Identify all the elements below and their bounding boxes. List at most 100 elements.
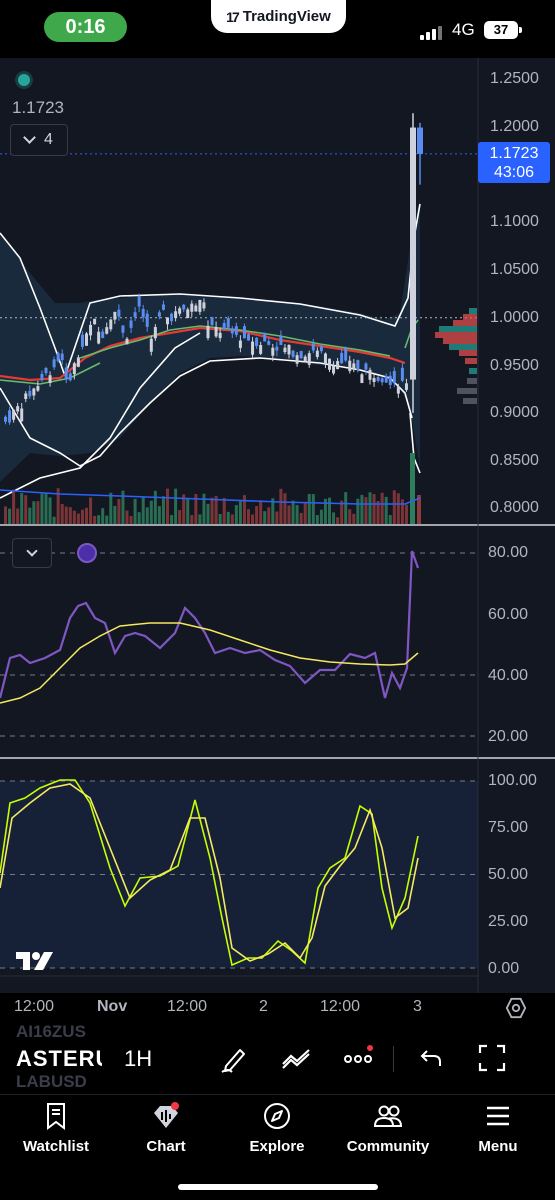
volume-bar <box>174 488 178 524</box>
fullscreen-icon[interactable] <box>476 1042 508 1074</box>
candle-body <box>218 332 222 339</box>
candle-body <box>303 356 307 362</box>
volume-bar <box>238 501 242 524</box>
volume-bar <box>20 493 24 524</box>
more-options-icon[interactable] <box>342 1042 374 1074</box>
nav-watchlist[interactable]: Watchlist <box>6 1101 106 1155</box>
candle-body <box>64 367 68 380</box>
candle-body <box>4 416 7 422</box>
price-axis-label: 0.9500 <box>490 357 539 374</box>
candle-body <box>206 325 210 339</box>
volume-bar <box>295 505 299 524</box>
nav-community[interactable]: Community <box>338 1101 438 1155</box>
candle-body <box>56 353 60 362</box>
volume-bar <box>283 493 287 524</box>
volume-bar <box>364 497 368 524</box>
candle-body <box>275 346 279 351</box>
volume-bar <box>190 515 194 524</box>
volume-bar <box>267 507 271 524</box>
interval-button[interactable]: 1H <box>124 1046 153 1071</box>
nav-chart[interactable]: Chart <box>116 1101 216 1155</box>
candle-body <box>190 303 194 312</box>
undo-icon[interactable] <box>414 1042 446 1074</box>
rsi-pane-collapse-button[interactable] <box>12 538 52 568</box>
volume-profile-bar <box>439 326 477 332</box>
candle-body <box>352 363 356 369</box>
next-symbol[interactable]: LABUSD <box>16 1072 87 1091</box>
candle-body <box>125 338 129 345</box>
volume-bar <box>410 453 415 524</box>
candle-body <box>186 309 190 319</box>
battery-tip <box>519 27 522 33</box>
bookmark-icon <box>47 1103 65 1130</box>
volume-bar <box>392 490 396 524</box>
volume-bar <box>117 499 121 524</box>
candle-body <box>76 357 80 367</box>
volume-bar <box>344 492 348 524</box>
volume-bar <box>4 506 7 524</box>
status-time[interactable]: 0:16 <box>44 12 127 42</box>
candle-body <box>238 340 242 348</box>
candle-body <box>85 333 88 346</box>
stoch-axis-label: 50.00 <box>488 866 529 883</box>
candle-body <box>101 331 105 338</box>
volume-profile-bar <box>463 314 477 320</box>
candle-body <box>396 386 400 394</box>
candle-body <box>129 320 133 328</box>
candle-body <box>52 359 56 368</box>
volume-bar <box>315 515 319 524</box>
volume-bar <box>60 503 64 524</box>
candle-body <box>60 353 64 361</box>
volume-bar <box>97 515 101 524</box>
volume-bar <box>255 506 259 524</box>
nav-community-label: Community <box>346 1138 430 1155</box>
volume-bar <box>242 495 246 524</box>
candle-body <box>279 335 283 345</box>
indicators-icon[interactable] <box>280 1042 312 1074</box>
indicators-collapse-button[interactable]: 4 <box>10 124 68 156</box>
volume-bar <box>161 496 165 524</box>
candle-body <box>202 302 206 309</box>
nav-explore[interactable]: Explore <box>227 1101 327 1155</box>
candle-body <box>24 393 28 400</box>
volume-bar <box>129 516 133 524</box>
chart-canvas[interactable] <box>0 58 555 993</box>
volume-bar <box>352 513 356 524</box>
volume-bar <box>400 499 404 524</box>
tradingview-logo-icon: 17 <box>226 8 240 25</box>
previous-symbol[interactable]: AI16ZUS <box>16 1022 86 1041</box>
volume-bar <box>259 500 263 524</box>
brand-banner[interactable]: 17 TradingView <box>211 0 346 33</box>
volume-bar <box>28 507 32 524</box>
volume-bar <box>263 511 267 524</box>
volume-profile-bar <box>457 388 477 394</box>
bollinger-lower-line <box>0 332 201 499</box>
candle-body <box>93 318 97 325</box>
volume-bar <box>198 514 202 524</box>
indicator-loading-icon[interactable] <box>77 543 97 563</box>
volume-bar <box>388 515 392 524</box>
volume-bar <box>125 510 129 524</box>
volume-bar <box>384 496 388 524</box>
volume-bar <box>182 494 186 524</box>
bollinger-band-fill <box>0 198 420 482</box>
chart-settings-icon[interactable] <box>505 997 527 1019</box>
chart-area[interactable]: 1.1723 4 1.1723 43:06 1.2500 1.2000 1.1000… <box>0 58 555 1015</box>
volume-bar <box>206 503 210 524</box>
volume-bar <box>340 500 344 524</box>
volume-bar <box>16 508 20 524</box>
volume-bar <box>12 489 16 524</box>
symbol-name[interactable]: ASTERU <box>16 1046 102 1071</box>
candle-body <box>348 360 352 372</box>
tradingview-watermark-icon <box>16 952 53 970</box>
drawing-tool-icon[interactable] <box>218 1042 250 1074</box>
volume-bar <box>417 495 421 524</box>
volume-bar <box>133 498 137 524</box>
brand-name: TradingView <box>242 8 331 25</box>
volume-profile-bar <box>467 378 477 384</box>
volume-bar <box>404 504 408 524</box>
candle-body <box>145 313 149 327</box>
rsi-ma-line <box>0 622 419 704</box>
nav-menu[interactable]: Menu <box>448 1101 548 1155</box>
candle-body <box>20 408 24 422</box>
